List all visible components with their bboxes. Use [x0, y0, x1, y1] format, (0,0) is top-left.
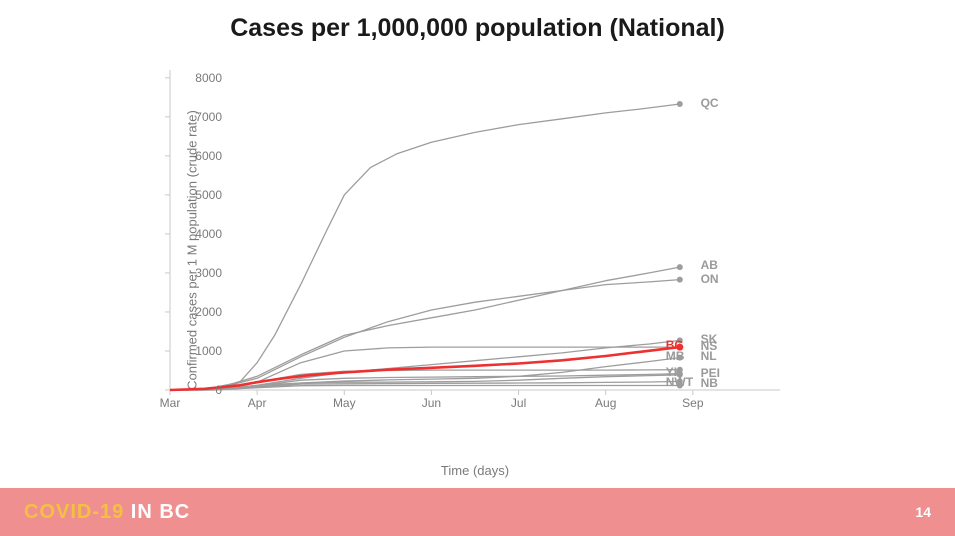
- page-number: 14: [915, 504, 931, 520]
- y-tick-label: 3000: [172, 266, 222, 280]
- x-tick-label: Aug: [586, 396, 626, 410]
- y-tick-label: 8000: [172, 71, 222, 85]
- x-tick-label: Apr: [237, 396, 277, 410]
- series-label-nb: NB: [701, 376, 718, 390]
- series-label-qc: QC: [701, 96, 719, 110]
- y-tick-label: 4000: [172, 227, 222, 241]
- series-label-nl: NL: [701, 349, 717, 363]
- x-tick-label: May: [324, 396, 364, 410]
- x-tick-label: Mar: [150, 396, 190, 410]
- x-tick-label: Jun: [411, 396, 451, 410]
- series-end-marker-qc: [677, 101, 683, 107]
- series-end-marker-ab: [677, 264, 683, 270]
- y-tick-label: 6000: [172, 149, 222, 163]
- y-tick-label: 0: [172, 383, 222, 397]
- series-label-ab: AB: [701, 258, 718, 272]
- x-tick-label: Jul: [499, 396, 539, 410]
- x-tick-label: Sep: [673, 396, 713, 410]
- footer-bar: COVID-19 IN BC 14: [0, 488, 955, 536]
- plot-area: [170, 70, 780, 390]
- y-tick-label: 7000: [172, 110, 222, 124]
- series-label-mb: MB: [666, 349, 685, 363]
- series-end-marker-on: [677, 277, 683, 283]
- footer-text-2: IN BC: [124, 501, 190, 523]
- chart-container: Confirmed cases per 1 M population (crud…: [110, 60, 840, 440]
- footer-text-1: COVID-19: [24, 501, 124, 523]
- y-tick-label: 2000: [172, 305, 222, 319]
- series-label-nwt: NWT: [666, 375, 693, 389]
- series-label-on: ON: [701, 272, 719, 286]
- y-tick-label: 1000: [172, 344, 222, 358]
- x-axis-label: Time (days): [441, 463, 509, 478]
- footer-title: COVID-19 IN BC: [24, 501, 190, 524]
- series-line-on: [170, 280, 680, 390]
- chart-title: Cases per 1,000,000 population (National…: [0, 14, 955, 43]
- y-tick-label: 5000: [172, 188, 222, 202]
